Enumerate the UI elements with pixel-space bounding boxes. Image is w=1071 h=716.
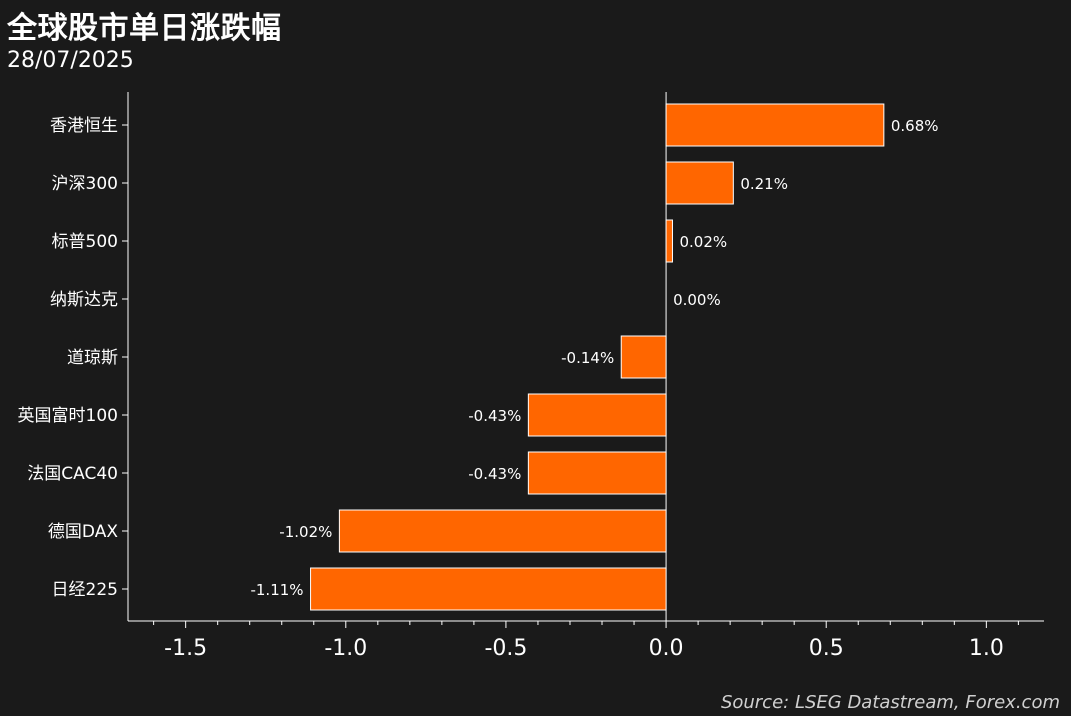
value-label: -0.43% xyxy=(468,407,521,425)
bar xyxy=(310,567,667,611)
value-label: -1.11% xyxy=(250,581,303,599)
category-label: 纳斯达克 xyxy=(50,290,118,310)
x-tick-label: -1.5 xyxy=(164,636,207,661)
chart-title: 全球股市单日涨跌幅 xyxy=(7,11,282,46)
category-label: 香港恒生 xyxy=(50,116,118,136)
value-label: -0.14% xyxy=(561,349,614,367)
value-label: 0.00% xyxy=(673,291,721,309)
category-label: 英国富时100 xyxy=(18,406,118,426)
category-label: 法国CAC40 xyxy=(27,464,118,484)
bars xyxy=(310,103,885,611)
x-tick-label: 1.0 xyxy=(969,636,1004,661)
value-label: 0.02% xyxy=(679,233,727,251)
x-tick-label: 0.0 xyxy=(649,636,684,661)
x-tick-label: 0.5 xyxy=(809,636,844,661)
category-label: 标普500 xyxy=(52,232,118,252)
category-label: 日经225 xyxy=(52,580,118,600)
bar xyxy=(665,103,885,147)
category-label: 道琼斯 xyxy=(67,348,118,368)
x-tick-label: -1.0 xyxy=(324,636,367,661)
bar xyxy=(665,219,673,263)
source-note: Source: LSEG Datastream, Forex.com xyxy=(720,692,1060,713)
x-tick-labels: -1.5 -1.0 -0.5 0.0 0.5 1.0 xyxy=(164,636,1004,661)
value-label: -1.02% xyxy=(279,523,332,541)
value-labels: 0.68% 0.21% 0.02% 0.00% -0.14% -0.43% -0.43% -1… xyxy=(250,117,938,599)
category-label: 沪深300 xyxy=(52,174,118,194)
bar xyxy=(338,509,667,553)
chart-date: 28/07/2025 xyxy=(7,48,134,73)
value-label: 0.68% xyxy=(891,117,939,135)
bar xyxy=(527,393,667,437)
bar xyxy=(665,161,734,205)
x-tick-label: -0.5 xyxy=(484,636,527,661)
bar xyxy=(620,335,667,379)
value-label: 0.21% xyxy=(740,175,788,193)
value-label: -0.43% xyxy=(468,465,521,483)
category-label: 德国DAX xyxy=(48,522,118,542)
bar xyxy=(527,451,667,495)
